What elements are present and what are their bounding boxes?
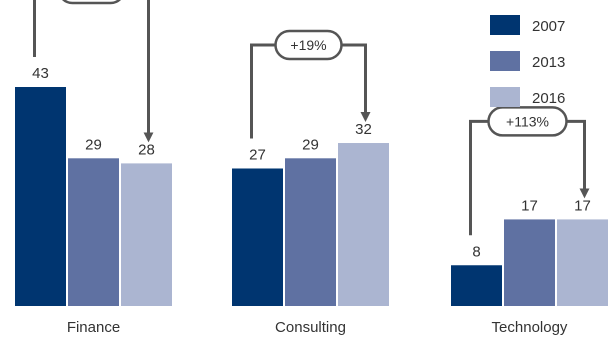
bar-finance-2013 [68, 158, 119, 306]
value-label-technology-2007: 8 [472, 243, 480, 260]
change-badge-finance [59, 0, 125, 3]
bar-consulting-2013 [285, 158, 336, 306]
legend-label-2007: 2007 [532, 18, 565, 35]
change-label-technology: +113% [506, 113, 549, 129]
value-label-consulting-2007: 27 [249, 146, 266, 163]
value-label-technology-2016: 17 [574, 197, 591, 214]
bar-consulting-2007 [232, 168, 283, 306]
bar-finance-2016 [121, 163, 172, 306]
bar-finance-2007 [15, 87, 66, 306]
change-arrow-technology [471, 121, 585, 235]
value-label-consulting-2016: 32 [355, 121, 372, 138]
bar-technology-2007 [451, 265, 502, 306]
value-label-finance-2016: 28 [138, 141, 155, 158]
category-label-finance: Finance [67, 319, 120, 336]
category-label-technology: Technology [492, 319, 568, 336]
bar-consulting-2016 [338, 143, 389, 306]
value-label-finance-2013: 29 [85, 136, 102, 153]
category-label-consulting: Consulting [275, 319, 346, 336]
change-label-consulting: +19% [290, 37, 326, 53]
legend-label-2016: 2016 [532, 90, 565, 107]
legend-label-2013: 2013 [532, 54, 565, 71]
value-label-consulting-2013: 29 [302, 136, 319, 153]
legend-swatch-2013 [490, 51, 520, 71]
legend-swatch-2016 [490, 87, 520, 107]
value-label-finance-2007: 43 [32, 65, 49, 82]
bar-technology-2016 [557, 219, 608, 306]
bar-technology-2013 [504, 219, 555, 306]
legend-swatch-2007 [490, 15, 520, 35]
value-label-technology-2013: 17 [521, 197, 538, 214]
legend: 2007 2013 2016 [490, 15, 565, 107]
